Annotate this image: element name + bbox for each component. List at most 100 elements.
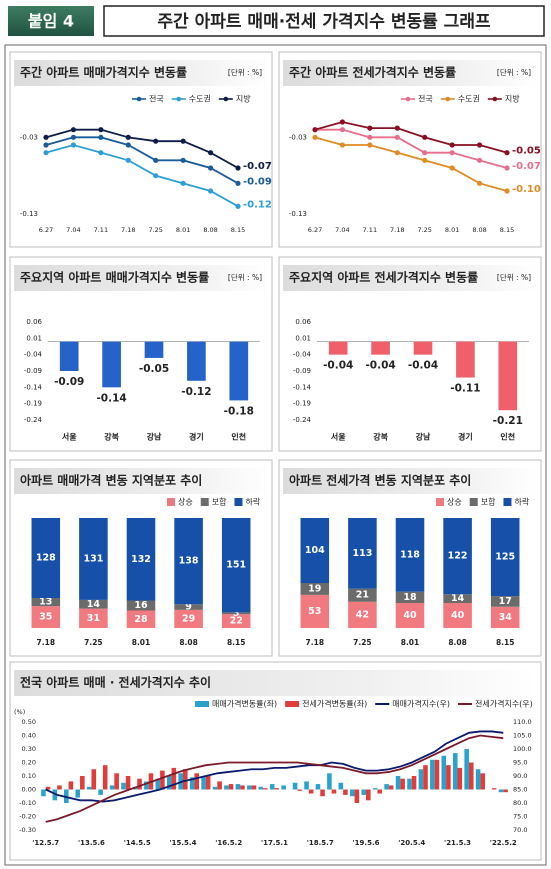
y-tick-label: -0.13 xyxy=(20,210,38,218)
y-tick-label: -0.24 xyxy=(293,416,312,424)
y2-tick-label: 110.0 xyxy=(513,718,532,726)
y-tick-label: 0.20 xyxy=(22,759,36,767)
point xyxy=(476,142,483,148)
value-label: 104 xyxy=(305,545,325,556)
tag-box xyxy=(8,6,94,36)
legend-label: 하락 xyxy=(245,497,260,507)
bar-segment xyxy=(221,612,251,615)
point xyxy=(235,165,241,171)
point xyxy=(153,173,159,179)
value-label: -0.09 xyxy=(54,376,84,388)
y-axis-label: (%) xyxy=(14,708,25,716)
value-label: 14 xyxy=(451,593,465,604)
value-label: 40 xyxy=(403,610,417,621)
series-line xyxy=(315,128,508,169)
value-label: 31 xyxy=(87,613,100,624)
value-label: 16 xyxy=(134,600,148,611)
y-tick-label: -0.24 xyxy=(24,416,43,424)
legend-label: 지방 xyxy=(505,94,520,104)
y-tick-label: -0.03 xyxy=(289,133,307,141)
bar xyxy=(229,341,249,401)
value-label: 42 xyxy=(356,609,369,620)
x-tick-label: 7.04 xyxy=(66,226,80,234)
y-tick-label: -0.09 xyxy=(24,367,42,375)
y-tick-label: 0.50 xyxy=(22,718,36,726)
x-tick-label: 7.04 xyxy=(335,226,349,234)
bar xyxy=(411,776,417,790)
value-label: 138 xyxy=(179,556,199,567)
value-label: 13 xyxy=(39,597,52,608)
legend-swatch xyxy=(285,701,300,707)
bar-segment xyxy=(443,603,472,628)
bar xyxy=(475,769,481,790)
x-tick-label: 강북 xyxy=(104,432,119,442)
legend-label: 보합 xyxy=(481,498,496,507)
value-label: 34 xyxy=(499,612,513,623)
legend-swatch xyxy=(436,498,444,506)
value-label: 122 xyxy=(448,551,468,562)
bar-segment xyxy=(395,591,425,603)
y-tick-label: -0.14 xyxy=(293,383,312,391)
point xyxy=(207,188,214,194)
point xyxy=(367,125,373,131)
value-label: 19 xyxy=(308,583,321,594)
x-tick-label: 인천 xyxy=(231,432,246,442)
end-label: -0.07 xyxy=(512,161,541,172)
point xyxy=(98,150,104,156)
series-line xyxy=(45,128,239,169)
bar xyxy=(315,784,321,790)
bar-segment xyxy=(174,604,203,610)
bar-segment xyxy=(31,598,61,607)
y-tick-label: 0.10 xyxy=(22,772,36,780)
legend-label: 전국 xyxy=(149,94,164,104)
bar xyxy=(258,786,264,790)
series-line xyxy=(314,121,508,154)
y-tick-label: -0.20 xyxy=(19,813,36,821)
bar xyxy=(407,778,412,790)
point xyxy=(449,165,455,171)
bar-segment xyxy=(174,518,203,605)
point xyxy=(394,134,400,140)
value-label: 14 xyxy=(87,599,101,610)
bar xyxy=(430,759,435,790)
bar xyxy=(137,778,142,790)
bar xyxy=(480,773,485,790)
bar xyxy=(304,781,309,790)
unit-label: [단위 : %] xyxy=(228,272,262,282)
bar-segment xyxy=(395,518,425,592)
bar xyxy=(503,789,508,793)
bar xyxy=(189,777,195,790)
point xyxy=(125,142,131,148)
bar xyxy=(205,776,211,790)
x-tick-label: 서울 xyxy=(331,432,346,442)
x-tick-label: 8.08 xyxy=(472,226,486,234)
bar xyxy=(349,789,355,797)
bar xyxy=(457,767,463,790)
bar xyxy=(400,778,405,790)
point xyxy=(207,150,214,156)
value-label: 18 xyxy=(403,592,417,603)
title-band xyxy=(14,670,537,696)
bar-segment xyxy=(300,583,330,595)
bar xyxy=(331,789,337,794)
point xyxy=(504,188,510,194)
legend-label: 보합 xyxy=(212,498,227,507)
x-tick-label: '14.5.5 xyxy=(124,839,151,847)
end-label: -0.09 xyxy=(243,176,272,187)
bar xyxy=(263,788,268,790)
bar xyxy=(201,776,206,790)
legend-label: 하락 xyxy=(514,497,529,507)
x-tick-label: 7.18 xyxy=(37,638,56,647)
legend-label: 수도권 xyxy=(458,94,480,104)
bar xyxy=(98,789,103,795)
point xyxy=(339,127,346,133)
bar-segment xyxy=(79,608,108,628)
x-tick-label: '13.5.6 xyxy=(78,839,105,847)
bar xyxy=(281,785,286,790)
bar-segment xyxy=(300,518,330,583)
y2-tick-label: 95.0 xyxy=(513,759,527,767)
bar xyxy=(187,341,206,381)
value-label: -0.04 xyxy=(365,360,395,372)
y-tick-label: 0.30 xyxy=(22,745,36,753)
